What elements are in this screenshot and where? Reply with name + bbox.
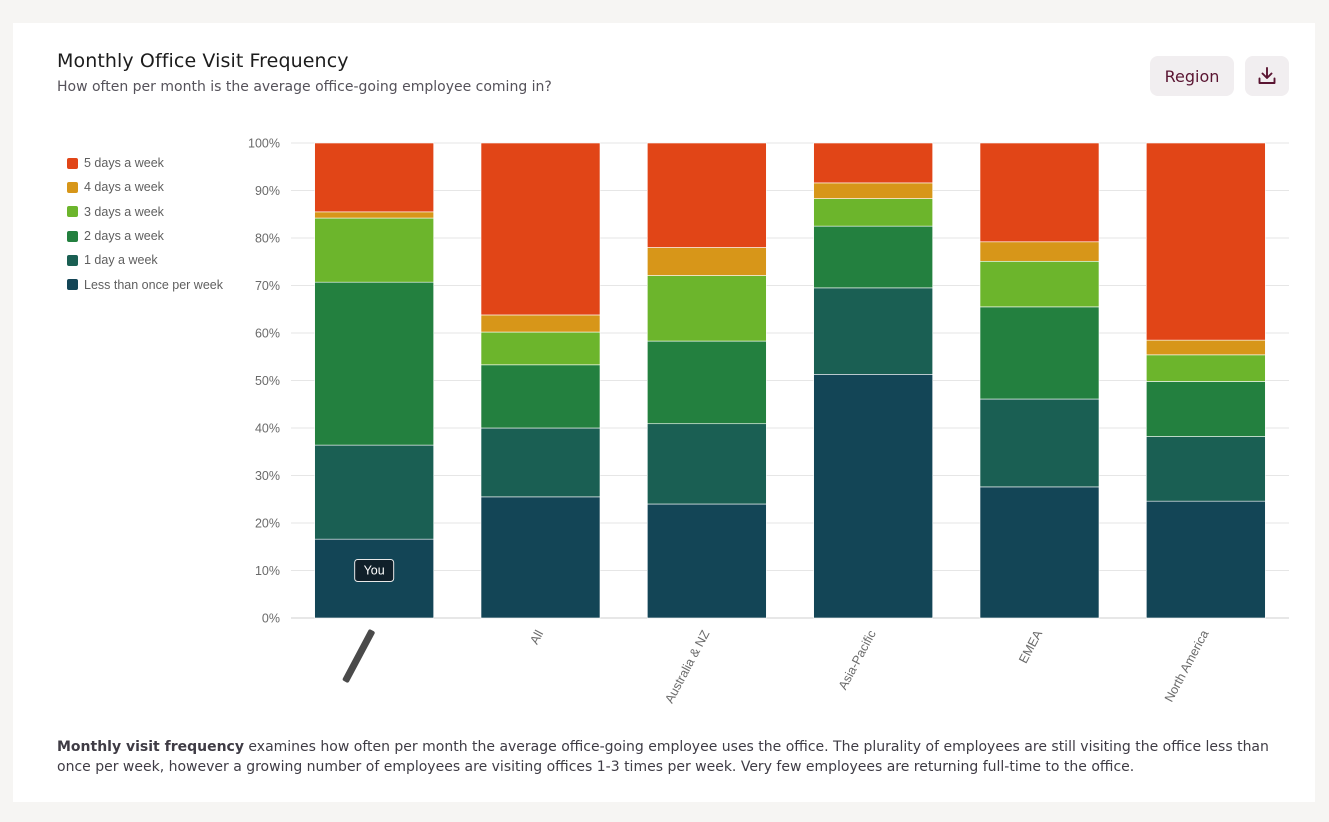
bar-segment-1-day-a-week bbox=[314, 444, 434, 540]
bar-segment-3-days-a-week bbox=[480, 331, 601, 366]
bar-segment-less-than-once-per-week bbox=[480, 496, 601, 619]
legend-label: 4 days a week bbox=[84, 180, 164, 195]
page-title: Monthly Office Visit Frequency bbox=[57, 50, 349, 72]
bar-segment-5-days-a-week bbox=[979, 142, 1100, 243]
redaction-mark bbox=[342, 629, 375, 683]
legend-item-2-days-a-week: 2 days a week bbox=[67, 224, 223, 248]
legend-swatch bbox=[67, 157, 78, 169]
y-tick-label: 70% bbox=[255, 279, 280, 293]
bar-segment-2-days-a-week bbox=[314, 281, 434, 446]
page-subtitle: How often per month is the average offic… bbox=[57, 79, 552, 95]
bar-segment-5-days-a-week bbox=[480, 142, 601, 316]
legend-swatch bbox=[67, 206, 78, 218]
legend-label: Less than once per week bbox=[84, 277, 223, 292]
x-tick-label-redacted bbox=[342, 629, 375, 683]
download-icon bbox=[1258, 67, 1276, 84]
legend-swatch bbox=[67, 279, 78, 291]
legend-item-5-days-a-week: 5 days a week bbox=[67, 151, 223, 175]
you-annotation-label: You bbox=[364, 564, 385, 578]
bar-segment-3-days-a-week bbox=[813, 198, 933, 227]
y-tick-label: 50% bbox=[255, 374, 280, 388]
bar-segment-5-days-a-week bbox=[813, 142, 933, 184]
legend-label: 5 days a week bbox=[84, 156, 164, 171]
bar-segment-4-days-a-week bbox=[647, 247, 767, 276]
y-tick-label: 0% bbox=[262, 612, 280, 626]
bar-segment-1-day-a-week bbox=[979, 398, 1100, 488]
x-tick-label: EMEA bbox=[1016, 627, 1045, 665]
bar-segment-1-day-a-week bbox=[647, 423, 767, 505]
bar-segment-5-days-a-week bbox=[314, 142, 434, 213]
y-tick-label: 90% bbox=[255, 184, 280, 198]
chart-description: Monthly visit frequency examines how oft… bbox=[57, 737, 1287, 777]
legend-item-1-day-a-week: 1 day a week bbox=[67, 248, 223, 272]
bar-segment-4-days-a-week bbox=[979, 241, 1100, 262]
y-tick-label: 20% bbox=[255, 517, 280, 531]
y-tick-label: 40% bbox=[255, 422, 280, 436]
legend-label: 3 days a week bbox=[84, 204, 164, 219]
bar-segment-4-days-a-week bbox=[1146, 339, 1266, 356]
chart-legend: 5 days a week 4 days a week 3 days a week 2… bbox=[67, 151, 223, 297]
bar-segment-1-day-a-week bbox=[813, 287, 933, 375]
bar-segment-3-days-a-week bbox=[979, 260, 1100, 308]
bar-segment-3-days-a-week bbox=[647, 275, 767, 342]
bar-segment-3-days-a-week bbox=[1146, 354, 1266, 382]
bar-segment-5-days-a-week bbox=[1146, 142, 1266, 341]
x-tick-label: Asia-Pacific bbox=[836, 628, 879, 692]
description-body: examines how often per month the average… bbox=[57, 739, 1269, 775]
x-tick-label: All bbox=[527, 628, 546, 647]
legend-item-3-days-a-week: 3 days a week bbox=[67, 200, 223, 224]
bar-segment-less-than-once-per-week bbox=[979, 486, 1100, 619]
x-tick-label: North America bbox=[1162, 628, 1212, 705]
legend-swatch bbox=[67, 254, 78, 266]
legend-label: 2 days a week bbox=[84, 229, 164, 244]
bar-segment-4-days-a-week bbox=[480, 314, 601, 333]
legend-swatch bbox=[67, 230, 78, 242]
y-tick-label: 80% bbox=[255, 232, 280, 246]
description-lead: Monthly visit frequency bbox=[57, 739, 244, 755]
region-filter-button[interactable]: Region bbox=[1150, 56, 1234, 96]
legend-swatch bbox=[67, 181, 78, 193]
bar-segment-2-days-a-week bbox=[813, 225, 933, 289]
bar-segment-4-days-a-week bbox=[813, 182, 933, 199]
y-tick-label: 100% bbox=[248, 137, 280, 151]
bar-segment-1-day-a-week bbox=[480, 427, 601, 498]
bar-segment-less-than-once-per-week bbox=[813, 374, 933, 619]
bar-segment-2-days-a-week bbox=[480, 364, 601, 429]
y-tick-label: 10% bbox=[255, 564, 280, 578]
bar-segment-less-than-once-per-week bbox=[647, 503, 767, 619]
legend-label: 1 day a week bbox=[84, 253, 158, 268]
bar-segment-less-than-once-per-week bbox=[1146, 500, 1266, 619]
legend-item-less-than-once-per-week: Less than once per week bbox=[67, 272, 223, 296]
bar-segment-2-days-a-week bbox=[1146, 381, 1266, 437]
bar-segment-2-days-a-week bbox=[979, 306, 1100, 400]
y-tick-label: 30% bbox=[255, 469, 280, 483]
x-tick-label: Australia & NZ bbox=[662, 628, 712, 706]
chart-card: Monthly Office Visit Frequency How often… bbox=[13, 23, 1315, 802]
bar-segment-3-days-a-week bbox=[314, 217, 434, 283]
y-tick-label: 60% bbox=[255, 327, 280, 341]
stacked-bar-chart: 0% 10% 20% 30% 40% 50% 60% 70% 80% 90% 100% All Aust… bbox=[248, 137, 1289, 706]
bar-segment-2-days-a-week bbox=[647, 340, 767, 425]
you-annotation-box bbox=[354, 559, 395, 582]
bar-segment-5-days-a-week bbox=[647, 142, 767, 248]
legend-item-4-days-a-week: 4 days a week bbox=[67, 175, 223, 199]
download-button[interactable] bbox=[1245, 56, 1289, 96]
bar-segment-4-days-a-week bbox=[314, 211, 434, 219]
bar-segment-1-day-a-week bbox=[1146, 436, 1266, 502]
